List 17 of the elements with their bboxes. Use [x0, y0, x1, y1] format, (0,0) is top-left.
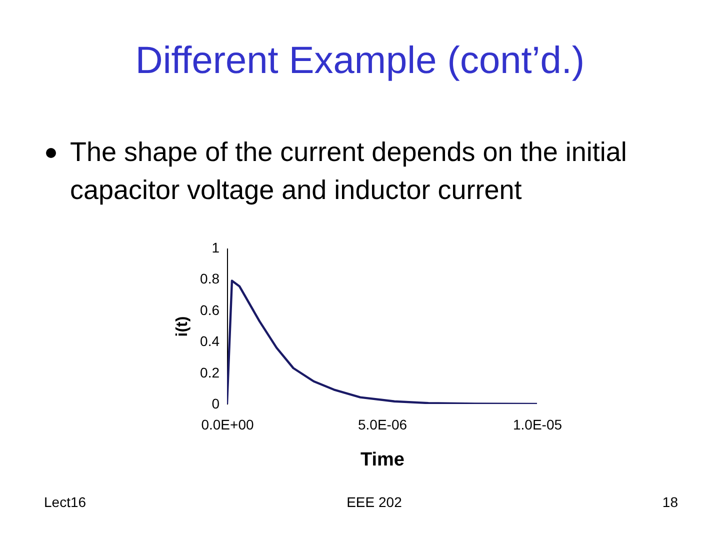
- x-axis-title: Time: [360, 450, 405, 470]
- text: EEE 202: [346, 494, 402, 510]
- text: Lect16: [44, 494, 86, 510]
- x-tick-label: 1.0E-05: [512, 416, 562, 432]
- text: 18: [662, 494, 678, 510]
- y-tick-label: 0: [212, 396, 220, 412]
- y-axis-title: i(t): [174, 316, 192, 337]
- y-tick-label: 0.6: [200, 302, 220, 318]
- chart-title: Different Example (cont’d.): [134, 40, 586, 83]
- y-tick-label: 0.8: [200, 270, 220, 287]
- y-tick-label: 0.2: [200, 364, 220, 380]
- x-tick-label: 5.0E-06: [358, 416, 408, 432]
- chart-subtitle: The shape of the current depends on the initial capacitor voltage and inductor current: [70, 136, 628, 207]
- x-tick-label: 0.0E+00: [201, 416, 254, 432]
- line-series: [227, 280, 537, 404]
- y-tick-label: 0.4: [200, 333, 220, 350]
- y-tick-label: 1: [212, 240, 220, 256]
